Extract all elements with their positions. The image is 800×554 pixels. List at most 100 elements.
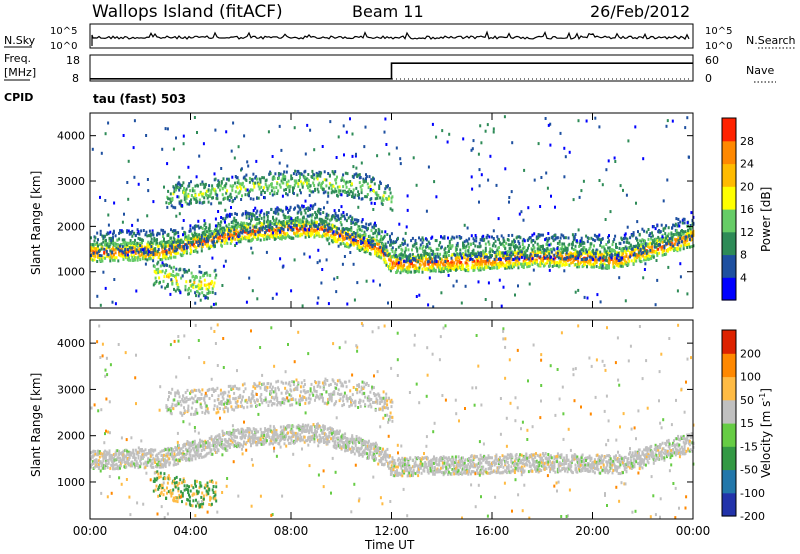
range-gate-cell bbox=[680, 240, 683, 244]
range-gate-cell bbox=[617, 264, 620, 268]
range-gate-cell bbox=[391, 208, 394, 212]
range-gate-cell bbox=[643, 246, 646, 250]
range-gate-cell bbox=[421, 247, 424, 251]
range-gate-cell bbox=[90, 254, 92, 258]
range-gate-cell bbox=[144, 233, 147, 237]
range-gate-cell bbox=[474, 254, 477, 258]
range-gate-cell bbox=[401, 248, 404, 252]
range-gate-cell bbox=[593, 239, 596, 243]
range-gate-cell bbox=[107, 232, 110, 236]
range-gate-cell bbox=[172, 192, 175, 196]
range-gate-cell bbox=[338, 217, 340, 221]
range-gate-cell bbox=[193, 116, 196, 119]
range-gate-cell bbox=[408, 267, 411, 271]
range-gate-cell bbox=[102, 256, 105, 260]
range-gate-cell bbox=[323, 170, 326, 174]
range-gate-cell bbox=[411, 253, 414, 257]
range-gate-cell bbox=[357, 219, 360, 222]
range-gate-cell bbox=[327, 172, 330, 175]
range-gate-cell bbox=[380, 256, 383, 260]
range-gate-cell bbox=[294, 234, 297, 238]
range-gate-cell bbox=[175, 240, 178, 244]
range-gate-cell bbox=[574, 263, 577, 266]
range-gate-cell bbox=[448, 239, 451, 243]
range-gate-cell bbox=[344, 217, 347, 221]
range-gate-cell bbox=[340, 223, 343, 227]
range-gate-cell bbox=[307, 182, 310, 186]
range-gate-cell bbox=[399, 266, 402, 270]
range-gate-cell bbox=[204, 242, 207, 246]
range-gate-cell bbox=[170, 256, 172, 260]
range-gate-cell bbox=[344, 243, 347, 247]
range-gate-cell bbox=[360, 240, 362, 243]
range-gate-cell bbox=[243, 175, 246, 179]
range-gate-cell bbox=[305, 207, 308, 211]
range-gate-cell bbox=[101, 244, 104, 248]
range-gate-cell bbox=[364, 250, 367, 254]
range-gate-cell bbox=[350, 182, 353, 186]
range-gate-cell bbox=[109, 259, 112, 263]
range-gate-cell bbox=[226, 197, 229, 201]
range-gate-cell bbox=[213, 187, 216, 191]
range-gate-cell bbox=[608, 234, 610, 238]
range-gate-cell bbox=[306, 233, 309, 237]
range-gate-cell bbox=[517, 266, 520, 270]
range-gate-cell bbox=[171, 197, 174, 201]
range-gate-cell bbox=[608, 260, 611, 264]
range-gate-cell bbox=[514, 245, 517, 249]
range-gate-cell bbox=[688, 245, 691, 249]
range-gate-cell bbox=[641, 243, 644, 246]
range-gate-cell bbox=[498, 246, 500, 250]
range-gate-cell bbox=[194, 184, 197, 188]
range-gate-cell bbox=[512, 243, 515, 247]
range-gate-cell bbox=[359, 176, 362, 179]
range-gate-cell bbox=[377, 239, 380, 243]
range-gate-cell bbox=[658, 251, 661, 255]
range-gate-cell bbox=[286, 216, 289, 219]
range-gate-cell bbox=[282, 228, 285, 231]
range-gate-cell bbox=[522, 253, 525, 257]
range-gate-cell bbox=[217, 222, 220, 225]
range-gate-cell bbox=[322, 211, 325, 214]
range-gate-cell bbox=[184, 189, 187, 193]
range-gate-cell bbox=[284, 216, 287, 220]
range-gate-cell bbox=[429, 252, 432, 256]
range-gate-cell bbox=[331, 225, 334, 229]
range-gate-cell bbox=[91, 246, 94, 250]
range-gate-cell bbox=[442, 263, 445, 267]
range-gate-cell bbox=[302, 229, 305, 233]
range-gate-cell bbox=[396, 255, 398, 259]
range-gate-cell bbox=[639, 256, 642, 260]
range-gate-cell bbox=[328, 236, 331, 240]
range-gate-cell bbox=[349, 251, 352, 254]
range-gate-cell bbox=[269, 223, 272, 227]
range-gate-cell bbox=[96, 241, 99, 245]
range-gate-cell bbox=[521, 239, 524, 243]
range-gate-cell bbox=[184, 288, 187, 292]
range-gate-cell bbox=[668, 237, 671, 241]
range-gate-cell bbox=[277, 228, 280, 232]
range-gate-cell bbox=[493, 266, 496, 270]
range-gate-cell bbox=[358, 193, 360, 196]
range-gate-cell bbox=[275, 217, 278, 221]
range-gate-cell bbox=[549, 261, 551, 265]
range-gate-cell bbox=[128, 232, 131, 236]
range-gate-cell bbox=[280, 226, 283, 230]
range-gate-cell bbox=[565, 251, 568, 255]
range-gate-cell bbox=[236, 186, 239, 190]
range-gate-cell bbox=[586, 254, 589, 258]
range-gate-cell bbox=[105, 243, 108, 247]
range-gate-cell bbox=[167, 197, 170, 201]
range-gate-cell bbox=[335, 290, 338, 294]
range-gate-cell bbox=[507, 255, 510, 258]
range-gate-cell bbox=[645, 251, 648, 255]
range-gate-cell bbox=[578, 245, 581, 248]
range-gate-cell bbox=[240, 237, 243, 241]
range-gate-cell bbox=[169, 241, 172, 245]
range-gate-cell bbox=[94, 254, 97, 258]
range-gate-cell bbox=[440, 258, 443, 262]
range-gate-cell bbox=[340, 233, 343, 237]
range-gate-cell bbox=[112, 246, 114, 250]
range-gate-cell bbox=[227, 232, 230, 236]
range-gate-cell bbox=[429, 265, 432, 269]
